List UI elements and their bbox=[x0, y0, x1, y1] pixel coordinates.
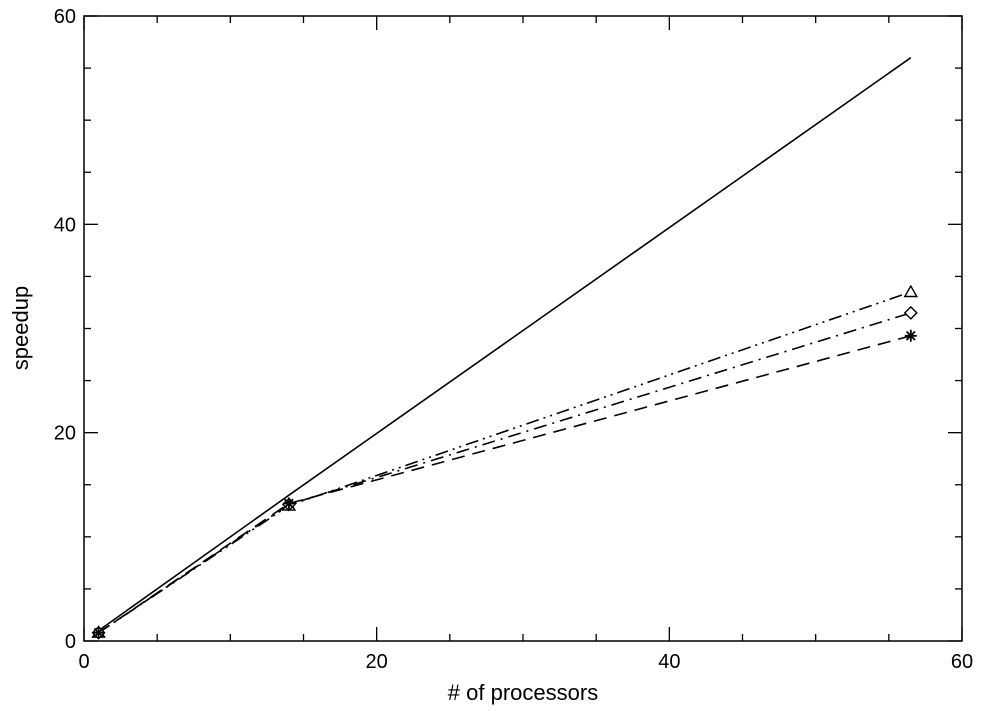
x-tick-labels: 0 20 40 60 bbox=[78, 651, 973, 673]
y-tick-label: 0 bbox=[65, 631, 76, 653]
x-tick-label: 60 bbox=[951, 651, 973, 673]
series-line-dash-dot bbox=[98, 312, 912, 634]
marker-triangle bbox=[903, 284, 919, 298]
axis-ticks bbox=[83, 15, 963, 642]
series-line-solid bbox=[98, 57, 912, 632]
marker-asterisk bbox=[904, 329, 917, 342]
x-axis-title: # of processors bbox=[448, 680, 598, 705]
series-line-dashed bbox=[98, 335, 912, 634]
x-tick-label: 40 bbox=[658, 651, 680, 673]
y-axis-title: speedup bbox=[8, 286, 33, 370]
marker-diamond bbox=[903, 305, 918, 320]
x-tick-label: 20 bbox=[366, 651, 388, 673]
y-tick-label: 40 bbox=[54, 214, 76, 236]
marker-asterisk bbox=[92, 626, 105, 639]
y-tick-label: 60 bbox=[54, 6, 76, 28]
series-markers bbox=[91, 284, 919, 640]
y-tick-labels: 0 20 40 60 bbox=[54, 6, 76, 653]
y-tick-label: 20 bbox=[54, 423, 76, 445]
series-lines bbox=[98, 57, 912, 634]
x-tick-label: 0 bbox=[78, 651, 89, 673]
marker-asterisk bbox=[282, 497, 295, 510]
